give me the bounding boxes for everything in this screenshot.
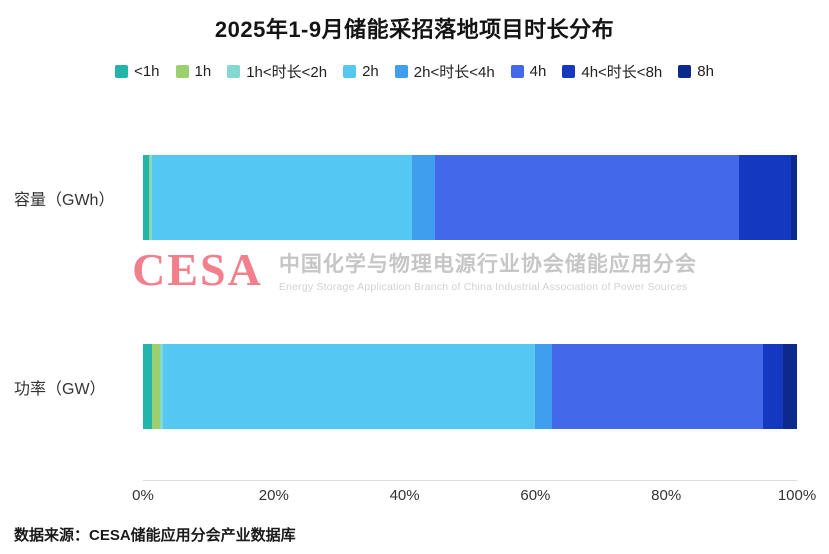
- x-tick-label-2: 40%: [389, 487, 420, 504]
- bar-segment-0-2[interactable]: [149, 155, 153, 240]
- legend-label: 8h: [697, 63, 714, 80]
- bar-segment-1-6[interactable]: [762, 344, 783, 429]
- x-tick-label-5: 100%: [777, 487, 817, 504]
- bar-segment-0-1[interactable]: [148, 155, 150, 240]
- legend-item-5[interactable]: 4h: [510, 63, 547, 80]
- y-axis-labels: 容量（GWh） 功率（GW）: [14, 0, 138, 554]
- bar-segment-0-4[interactable]: [412, 155, 435, 240]
- legend-item-2[interactable]: 1h<时长<2h: [227, 61, 327, 82]
- legend-swatch-icon: [678, 65, 692, 78]
- legend-item-6[interactable]: 4h<时长<8h: [562, 61, 662, 82]
- bar-segment-1-1[interactable]: [152, 344, 160, 429]
- bar-segment-0-7[interactable]: [791, 155, 797, 240]
- legend-item-4[interactable]: 2h<时长<4h: [394, 61, 495, 82]
- x-tick-label-1: 20%: [258, 487, 289, 504]
- legend-swatch-icon: [394, 65, 408, 78]
- category-label-1: 功率（GW）: [14, 380, 106, 398]
- x-tick-label-0: 0%: [132, 487, 154, 504]
- legend-label: 2h<时长<4h: [413, 64, 495, 81]
- legend: <1h 1h 1h<时长<2h 2h 2h<时长<4h 4h 4h<时长<8h 8h: [0, 61, 829, 82]
- legend-label: 4h<时长<8h: [581, 64, 663, 81]
- legend-item-1[interactable]: 1h: [175, 63, 212, 80]
- legend-swatch-icon: [227, 65, 241, 78]
- bar-segment-1-7[interactable]: [782, 344, 797, 429]
- x-axis-ticks: 0% 20% 40% 60% 80% 100%: [132, 487, 816, 509]
- legend-label: 2h: [362, 63, 379, 80]
- bar-segment-0-3[interactable]: [152, 155, 413, 240]
- bar-segment-1-2[interactable]: [159, 344, 163, 429]
- legend-item-7[interactable]: 8h: [678, 63, 714, 80]
- legend-item-3[interactable]: 2h: [343, 63, 379, 80]
- category-label-0: 容量（GWh）: [14, 191, 115, 209]
- bar-segment-1-3[interactable]: [162, 344, 536, 429]
- legend-label: 1h<时长<2h: [246, 64, 328, 81]
- bar-segment-0-5[interactable]: [434, 155, 739, 240]
- legend-swatch-icon: [510, 65, 524, 78]
- bar-segment-0-6[interactable]: [738, 155, 792, 240]
- bar-segment-1-0[interactable]: [143, 344, 153, 429]
- bar-row-0: [143, 155, 797, 240]
- legend-label: 4h: [529, 63, 547, 80]
- legend-swatch-icon: [115, 65, 129, 78]
- chart-title: 2025年1-9月储能采招落地项目时长分布: [214, 17, 615, 42]
- x-tick-label-3: 60%: [520, 487, 551, 504]
- bar-segment-0-0[interactable]: [143, 155, 149, 240]
- bar-row-1: [143, 344, 797, 429]
- legend-swatch-icon: [175, 65, 189, 78]
- bar-segment-1-4[interactable]: [535, 344, 553, 429]
- x-tick-label-4: 80%: [651, 487, 682, 504]
- plot-area: 0% 20% 40% 60% 80% 100%: [132, 0, 816, 554]
- legend-swatch-icon: [343, 65, 357, 78]
- x-axis-line: [143, 480, 797, 481]
- legend-label: 1h: [194, 63, 212, 80]
- data-source: 数据来源：CESA储能应用分会产业数据库: [14, 527, 296, 544]
- legend-label: <1h: [134, 63, 160, 80]
- legend-item-0[interactable]: <1h: [115, 63, 160, 80]
- bar-rows: [143, 0, 797, 554]
- legend-swatch-icon: [562, 65, 576, 78]
- bar-segment-1-5[interactable]: [552, 344, 763, 429]
